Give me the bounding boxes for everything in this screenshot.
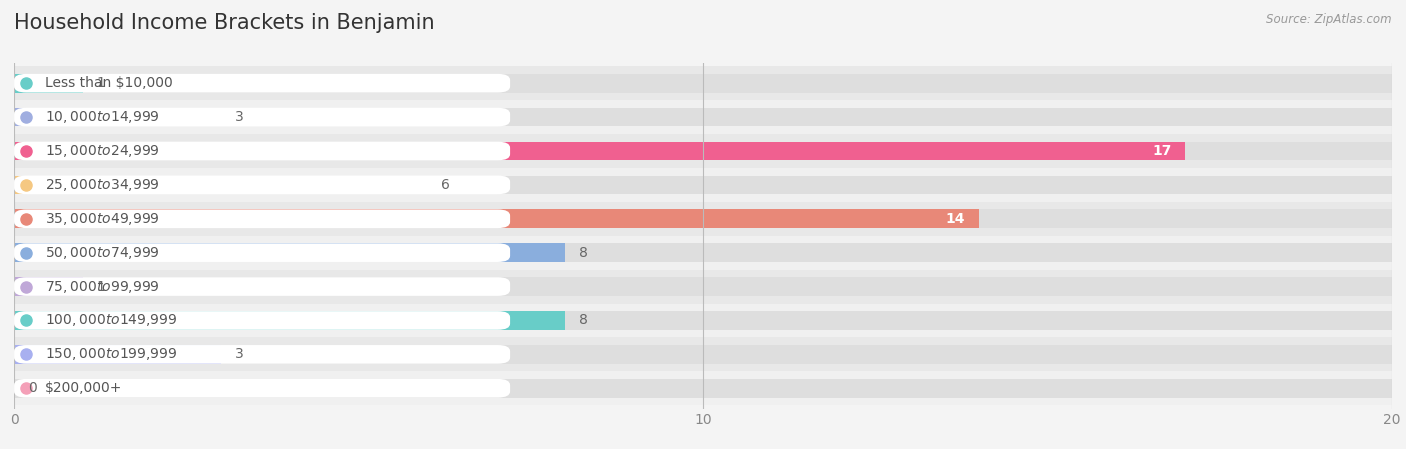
- Text: 17: 17: [1152, 144, 1171, 158]
- Bar: [14, 100, 1392, 134]
- FancyBboxPatch shape: [14, 209, 510, 228]
- Bar: [14, 209, 1392, 228]
- FancyBboxPatch shape: [14, 345, 510, 364]
- Text: $10,000 to $14,999: $10,000 to $14,999: [45, 109, 160, 125]
- Bar: [14, 176, 1392, 194]
- Text: $15,000 to $24,999: $15,000 to $24,999: [45, 143, 160, 159]
- Text: $100,000 to $149,999: $100,000 to $149,999: [45, 313, 177, 329]
- FancyBboxPatch shape: [14, 379, 510, 397]
- Text: 6: 6: [441, 178, 450, 192]
- Bar: [14, 74, 83, 92]
- FancyBboxPatch shape: [14, 176, 510, 194]
- Bar: [14, 168, 1392, 202]
- Text: 8: 8: [579, 313, 588, 327]
- Bar: [14, 277, 1392, 296]
- Bar: [14, 243, 1392, 262]
- Bar: [14, 142, 1185, 160]
- Text: 1: 1: [97, 76, 105, 90]
- Bar: [14, 345, 1392, 364]
- Text: 3: 3: [235, 110, 243, 124]
- Text: $75,000 to $99,999: $75,000 to $99,999: [45, 278, 160, 295]
- Bar: [14, 74, 1392, 92]
- Bar: [14, 66, 1392, 100]
- Bar: [14, 371, 1392, 405]
- Text: $200,000+: $200,000+: [45, 381, 122, 395]
- Text: Household Income Brackets in Benjamin: Household Income Brackets in Benjamin: [14, 13, 434, 34]
- Bar: [14, 134, 1392, 168]
- FancyBboxPatch shape: [14, 277, 510, 296]
- FancyBboxPatch shape: [14, 311, 510, 330]
- Bar: [14, 108, 221, 127]
- Bar: [14, 311, 1392, 330]
- Bar: [14, 236, 1392, 269]
- Bar: [14, 337, 1392, 371]
- Bar: [14, 277, 83, 296]
- Text: $150,000 to $199,999: $150,000 to $199,999: [45, 346, 177, 362]
- Text: $35,000 to $49,999: $35,000 to $49,999: [45, 211, 160, 227]
- Bar: [14, 311, 565, 330]
- FancyBboxPatch shape: [14, 243, 510, 262]
- Bar: [14, 304, 1392, 337]
- Text: 1: 1: [97, 280, 105, 294]
- FancyBboxPatch shape: [14, 74, 510, 92]
- Bar: [14, 209, 979, 228]
- Text: Less than $10,000: Less than $10,000: [45, 76, 173, 90]
- Text: Source: ZipAtlas.com: Source: ZipAtlas.com: [1267, 13, 1392, 26]
- Bar: [14, 142, 1392, 160]
- Text: 3: 3: [235, 348, 243, 361]
- Bar: [14, 176, 427, 194]
- FancyBboxPatch shape: [14, 108, 510, 127]
- Bar: [14, 269, 1392, 304]
- Bar: [14, 345, 221, 364]
- Text: $25,000 to $34,999: $25,000 to $34,999: [45, 177, 160, 193]
- Text: $50,000 to $74,999: $50,000 to $74,999: [45, 245, 160, 261]
- Bar: [14, 243, 565, 262]
- FancyBboxPatch shape: [14, 142, 510, 160]
- Text: 0: 0: [28, 381, 37, 395]
- Bar: [14, 379, 1392, 397]
- Bar: [14, 108, 1392, 127]
- Text: 8: 8: [579, 246, 588, 260]
- Bar: [14, 202, 1392, 236]
- Text: 14: 14: [945, 212, 965, 226]
